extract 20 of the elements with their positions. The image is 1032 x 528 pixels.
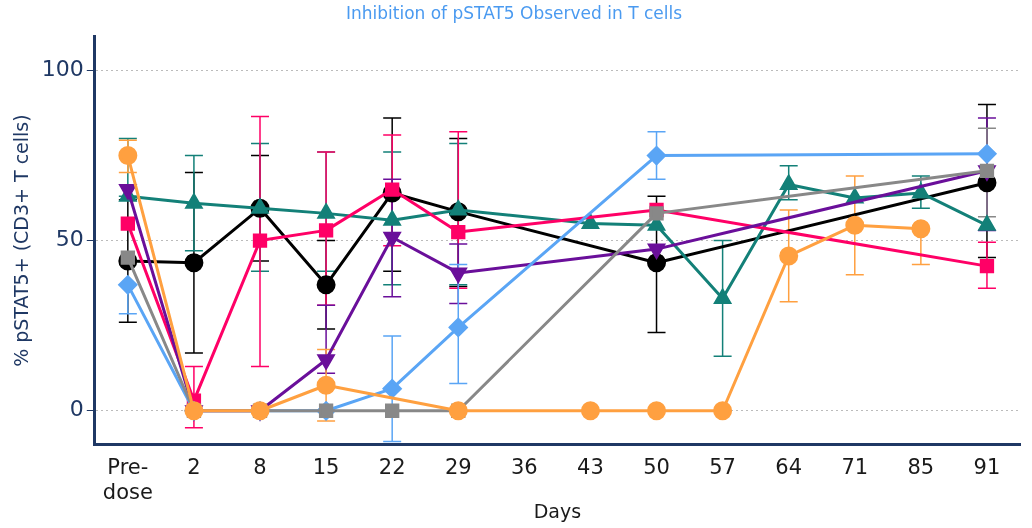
x-tick-label: 57 [709,454,736,479]
x-tick-label: Pre-dose [102,454,153,505]
x-tick-label: 2 [187,454,201,479]
x-tick-label: 85 [907,454,935,479]
y-tick-label: 50 [55,226,84,252]
y-axis-title: % pSTAT5+ (CD3+ T cells) [10,114,33,367]
x-tick-label: 50 [643,454,670,479]
y-tick-label: 100 [41,56,84,82]
y-tick-label: 0 [69,396,84,422]
x-tick-label: 8 [253,454,267,479]
x-tick-label: 43 [577,454,604,479]
x-tick-label: 22 [378,454,406,479]
x-tick-label: 91 [973,454,1001,479]
x-tick-label: 15 [312,454,340,479]
x-tick-label: 36 [510,454,538,479]
x-tick-label: 64 [775,454,803,479]
x-tick-label: 71 [841,454,869,479]
x-axis-title: Days [533,499,582,522]
chart-title: Inhibition of pSTAT5 Observed in T cells [345,2,683,23]
x-tick-label: 29 [444,454,472,479]
